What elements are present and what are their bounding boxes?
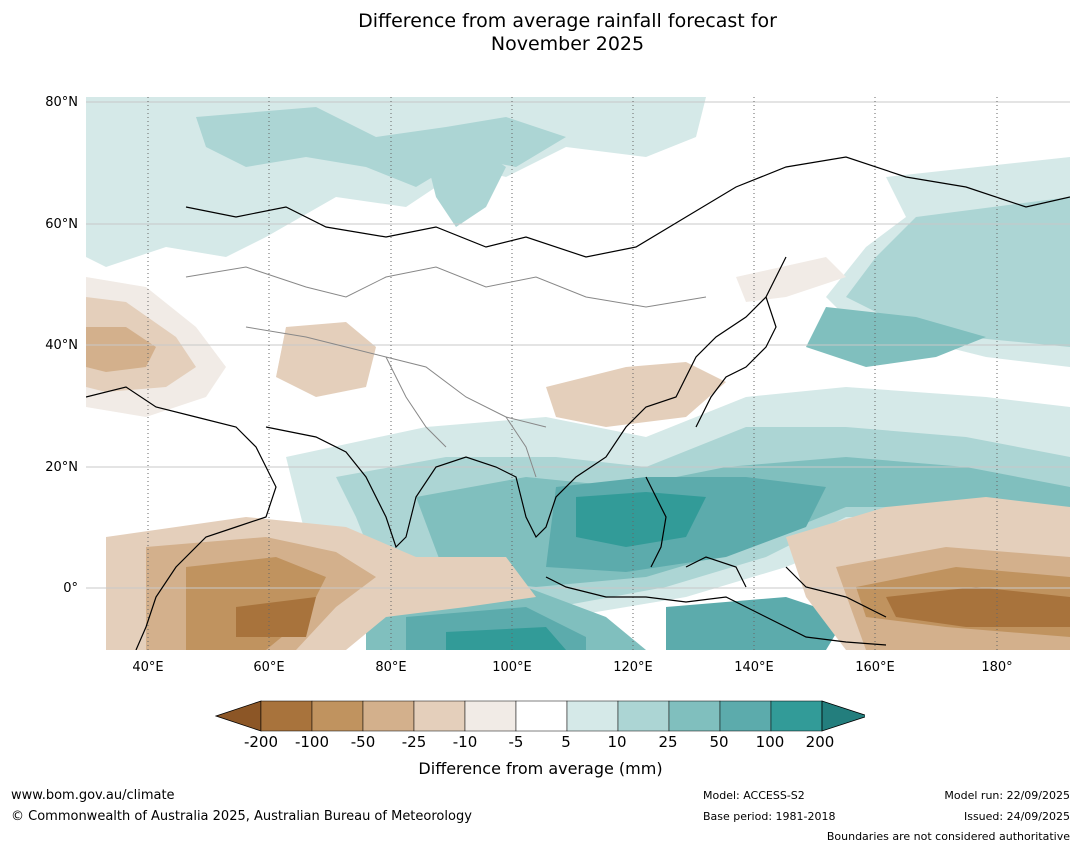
footer-base-period: Base period: 1981-2018 [703, 810, 836, 823]
colorbar-tick: -10 [452, 733, 478, 751]
title-line-2: November 2025 [490, 33, 645, 55]
colorbar-segment [668, 700, 721, 732]
lon-label-180: 180° [981, 660, 1013, 675]
country-borders [185, 266, 707, 478]
colorbar-tick: 100 [755, 733, 785, 751]
colorbar-tick: -5 [508, 733, 524, 751]
map-canvas [86, 97, 1070, 650]
rainfall-map [86, 97, 1070, 650]
southern-dry-anomaly [106, 497, 1070, 650]
colorbar-tick: 10 [607, 733, 627, 751]
chart-title: Difference from average rainfall forecas… [0, 10, 1081, 56]
colorbar-extend-high [821, 700, 865, 732]
footer-model-run: Model run: 22/09/2025 [944, 789, 1070, 802]
lon-label-60e: 60°E [253, 660, 285, 675]
colorbar [215, 700, 865, 732]
coastlines [86, 156, 1070, 650]
colorbar-segment [719, 700, 772, 732]
colorbar-tick: 200 [805, 733, 835, 751]
colorbar-segment [515, 700, 568, 732]
colorbar-label: Difference from average (mm) [418, 759, 663, 778]
colorbar-tick: -100 [294, 733, 330, 751]
lon-label-40e: 40°E [132, 660, 164, 675]
lon-label-80e: 80°E [375, 660, 407, 675]
colorbar-segment [311, 700, 364, 732]
lon-label-140e: 140°E [734, 660, 774, 675]
colorbar-segment [617, 700, 670, 732]
colorbar-tick: 25 [658, 733, 678, 751]
lat-label-80n: 80°N [45, 95, 78, 110]
colorbar-tick: 5 [561, 733, 571, 751]
latitude-gridlines [86, 101, 1070, 589]
colorbar-tick: -50 [350, 733, 376, 751]
colorbar-segment [464, 700, 517, 732]
colorbar-segment [362, 700, 415, 732]
lon-label-120e: 120°E [613, 660, 653, 675]
longitude-gridlines [147, 97, 998, 650]
footer-url[interactable]: www.bom.gov.au/climate [11, 788, 175, 803]
colorbar-segment [566, 700, 619, 732]
colorbar-tick: -25 [401, 733, 427, 751]
lat-label-0: 0° [63, 581, 78, 596]
footer-disclaimer: Boundaries are not considered authoritat… [826, 830, 1070, 843]
lon-label-100e: 100°E [492, 660, 532, 675]
lon-label-160e: 160°E [855, 660, 895, 675]
lat-label-20n: 20°N [45, 460, 78, 475]
colorbar-segment [770, 700, 823, 732]
footer-model: Model: ACCESS-S2 [703, 789, 805, 802]
colorbar-tick: -200 [243, 733, 279, 751]
footer-copyright: © Commonwealth of Australia 2025, Austra… [11, 809, 472, 824]
colorbar-tick: 50 [709, 733, 729, 751]
footer-issued: Issued: 24/09/2025 [963, 810, 1070, 823]
title-line-1: Difference from average rainfall forecas… [358, 10, 777, 32]
colorbar-segment [260, 700, 313, 732]
lat-label-40n: 40°N [45, 338, 78, 353]
lat-label-60n: 60°N [45, 217, 78, 232]
colorbar-extend-low [215, 700, 262, 732]
colorbar-segment [413, 700, 466, 732]
